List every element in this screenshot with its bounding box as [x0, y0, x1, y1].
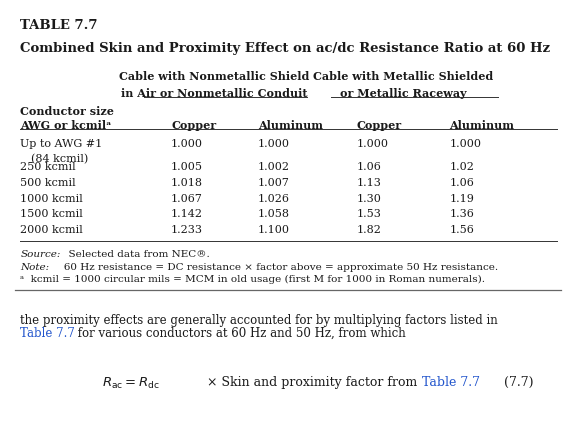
Text: 1.058: 1.058 — [258, 209, 290, 219]
Text: Note:: Note: — [20, 263, 49, 271]
Text: TABLE 7.7: TABLE 7.7 — [20, 19, 98, 32]
Text: for various conductors at 60 Hz and 50 Hz, from which: for various conductors at 60 Hz and 50 H… — [74, 327, 405, 340]
Text: 1.000: 1.000 — [450, 139, 481, 149]
Text: Selected data from NEC®.: Selected data from NEC®. — [62, 250, 210, 259]
Text: the proximity effects are generally accounted for by multiplying factors listed : the proximity effects are generally acco… — [20, 314, 498, 327]
Text: Copper: Copper — [171, 120, 216, 131]
Text: 1.000: 1.000 — [357, 139, 389, 149]
Text: 1.06: 1.06 — [357, 162, 382, 172]
Text: 1.13: 1.13 — [357, 178, 382, 188]
Text: Conductor size: Conductor size — [20, 106, 114, 117]
Text: 1.002: 1.002 — [258, 162, 290, 172]
Text: 1.007: 1.007 — [258, 178, 290, 188]
Text: Copper: Copper — [357, 120, 402, 131]
Text: 1.233: 1.233 — [171, 225, 203, 235]
Text: (7.7): (7.7) — [504, 376, 534, 389]
Text: 1.000: 1.000 — [171, 139, 203, 149]
Text: 1.142: 1.142 — [171, 209, 203, 219]
Text: 1.005: 1.005 — [171, 162, 203, 172]
Text: AWG or kcmilᵃ: AWG or kcmilᵃ — [20, 120, 112, 131]
Text: 1.30: 1.30 — [357, 194, 382, 203]
Text: 1.000: 1.000 — [258, 139, 290, 149]
Text: 1.100: 1.100 — [258, 225, 290, 235]
Text: Table 7.7: Table 7.7 — [20, 327, 75, 340]
Text: 500 kcmil: 500 kcmil — [20, 178, 76, 188]
Text: 2000 kcmil: 2000 kcmil — [20, 225, 83, 235]
Text: × Skin and proximity factor from: × Skin and proximity factor from — [203, 376, 421, 389]
Text: 1.53: 1.53 — [357, 209, 382, 219]
Text: Cable with Nonmetallic Shield: Cable with Nonmetallic Shield — [119, 71, 310, 82]
Text: Source:: Source: — [20, 250, 61, 259]
Text: 1.36: 1.36 — [450, 209, 474, 219]
Text: Table 7.7: Table 7.7 — [422, 376, 480, 389]
Text: 1.56: 1.56 — [450, 225, 474, 235]
Text: Combined Skin and Proximity Effect on ac/dc Resistance Ratio at 60 Hz: Combined Skin and Proximity Effect on ac… — [20, 42, 550, 55]
Text: 1500 kcmil: 1500 kcmil — [20, 209, 83, 219]
Text: 1.018: 1.018 — [171, 178, 203, 188]
Text: 60 Hz resistance = DC resistance × factor above = approximate 50 Hz resistance.: 60 Hz resistance = DC resistance × facto… — [54, 263, 498, 271]
Text: Aluminum: Aluminum — [258, 120, 323, 131]
Text: ᵃ  kcmil = 1000 circular mils = MCM in old usage (first M for 1000 in Roman nume: ᵃ kcmil = 1000 circular mils = MCM in ol… — [20, 275, 485, 284]
Text: 1.067: 1.067 — [171, 194, 203, 203]
Text: $R_{\rm ac} = R_{\rm dc}$: $R_{\rm ac} = R_{\rm dc}$ — [102, 376, 160, 391]
Text: 250 kcmil: 250 kcmil — [20, 162, 76, 172]
Text: in Air or Nonmetallic Conduit: in Air or Nonmetallic Conduit — [121, 88, 308, 99]
Text: (84 kcmil): (84 kcmil) — [31, 154, 88, 164]
Text: 1000 kcmil: 1000 kcmil — [20, 194, 83, 203]
Text: Aluminum: Aluminum — [450, 120, 514, 131]
Text: 1.06: 1.06 — [450, 178, 474, 188]
Text: 1.19: 1.19 — [450, 194, 474, 203]
Text: Cable with Metallic Shielded: Cable with Metallic Shielded — [313, 71, 493, 82]
Text: 1.026: 1.026 — [258, 194, 290, 203]
Text: Up to AWG #1: Up to AWG #1 — [20, 139, 103, 149]
Text: or Metallic Raceway: or Metallic Raceway — [340, 88, 466, 99]
Text: 1.82: 1.82 — [357, 225, 382, 235]
Text: 1.02: 1.02 — [450, 162, 474, 172]
